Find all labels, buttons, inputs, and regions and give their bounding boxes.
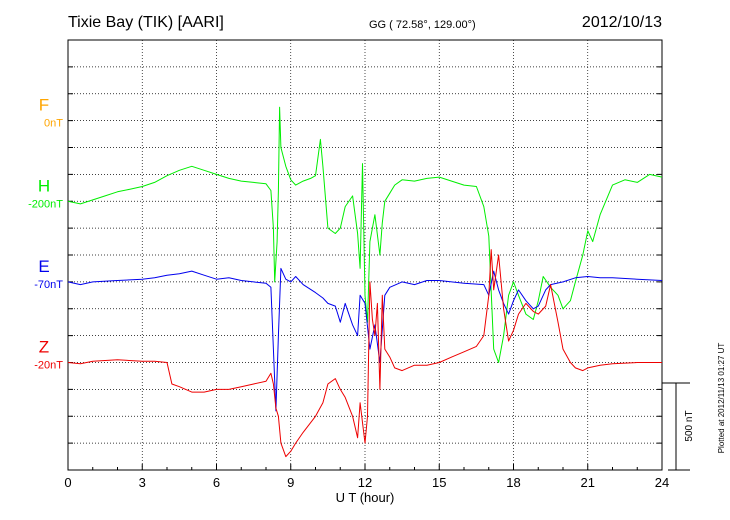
grid-lines — [68, 40, 662, 470]
scale-bar: 500 nT — [662, 382, 695, 471]
coordinates-label: GG ( 72.58°, 129.00°) — [369, 19, 476, 31]
y-ticks — [68, 66, 662, 444]
x-ticks: 0 3 6 9 12 15 18 21 24 — [64, 464, 669, 490]
component-labels: F 0nT H -200nT E -70nT Z -20nT — [28, 96, 63, 372]
x-tick-label: 6 — [213, 475, 220, 490]
scale-bar-label: 500 nT — [684, 410, 695, 441]
x-tick-label: 0 — [64, 475, 71, 490]
series-z-line — [67, 249, 662, 458]
component-label-e: E — [38, 257, 49, 276]
station-title: Tixie Bay (TIK) [AARI] — [68, 14, 224, 31]
series-h-line — [67, 106, 663, 363]
x-tick-label: 18 — [506, 475, 520, 490]
series-e-line — [67, 267, 663, 412]
baseline-label-h: -200nT — [28, 198, 63, 210]
x-tick-label: 9 — [287, 475, 294, 490]
component-label-z: Z — [39, 338, 49, 357]
x-tick-label: 24 — [655, 475, 669, 490]
component-label-f: F — [39, 96, 49, 115]
x-tick-label: 12 — [358, 475, 372, 490]
baseline-label-e: -70nT — [34, 279, 63, 291]
series-layer — [67, 106, 663, 458]
date-label: 2012/10/13 — [582, 14, 662, 31]
baseline-label-z: -20nT — [34, 360, 63, 372]
baseline-label-f: 0nT — [44, 118, 63, 130]
plotted-note: Plotted at 2012/11/13 01:27 UT — [717, 343, 726, 454]
x-tick-label: 3 — [139, 475, 146, 490]
x-axis-label: U T (hour) — [336, 490, 395, 505]
x-tick-label: 15 — [432, 475, 446, 490]
component-label-h: H — [38, 176, 50, 195]
x-tick-label: 21 — [581, 475, 595, 490]
